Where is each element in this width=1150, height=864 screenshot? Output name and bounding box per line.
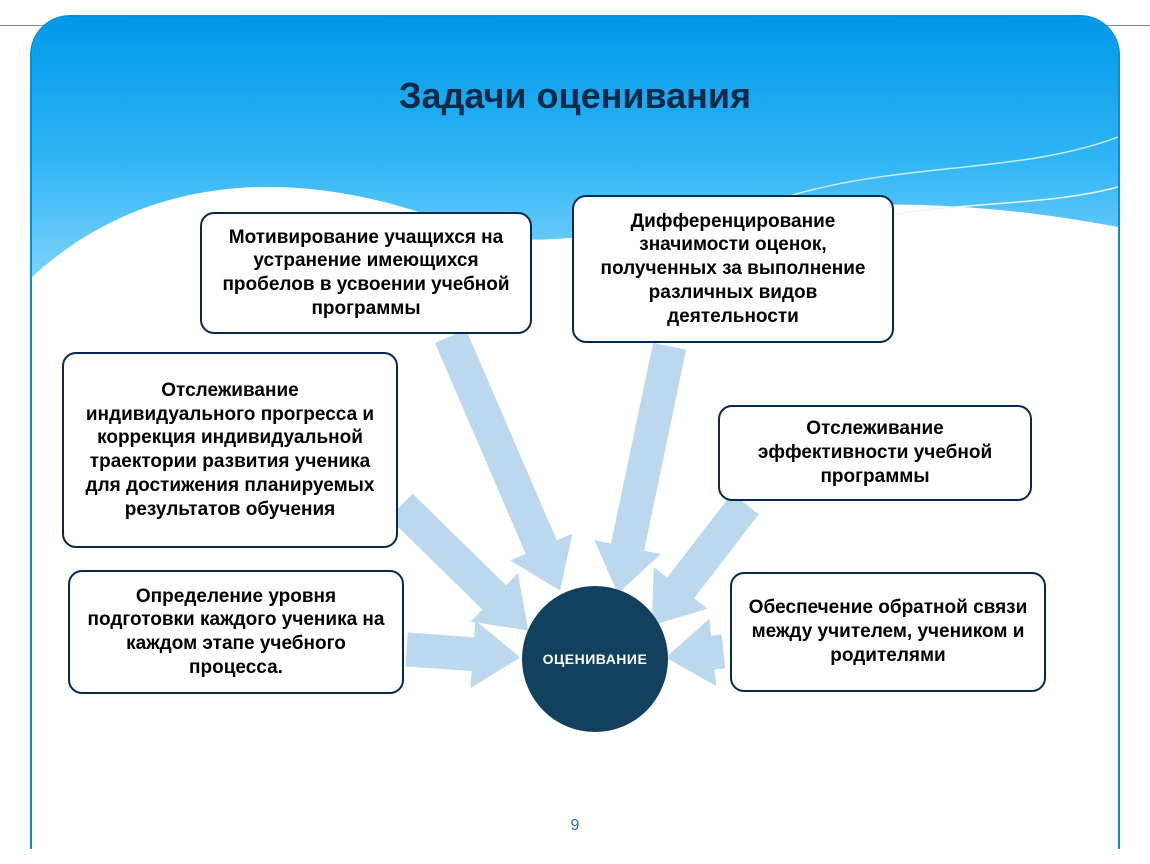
arrow xyxy=(594,343,686,594)
task-node: Отслеживание индивидуального прогресса и… xyxy=(62,352,398,548)
task-node: Отслеживание эффективности учебной прогр… xyxy=(718,405,1032,501)
diagram: ОЦЕНИВАНИЕ Мотивирование учащихся на устр… xyxy=(32,17,1118,849)
task-node: Определение уровня подготовки каждого уч… xyxy=(68,570,404,694)
task-node: Обеспечение обратной связи между учителе… xyxy=(730,572,1046,692)
task-node: Мотивирование учащихся на устранение име… xyxy=(200,212,532,334)
slide: Задачи оценивания ОЦЕНИВАНИЕМотивировани… xyxy=(0,0,1150,864)
arrow xyxy=(666,619,725,686)
slide-frame: Задачи оценивания ОЦЕНИВАНИЕМотивировани… xyxy=(30,15,1120,849)
arrow xyxy=(435,330,572,591)
task-node: Дифференцирование значимости оценок, пол… xyxy=(572,195,894,343)
arrow xyxy=(389,494,528,631)
arrow xyxy=(405,620,520,688)
page-number: 9 xyxy=(32,817,1118,835)
center-node: ОЦЕНИВАНИЕ xyxy=(522,586,668,732)
